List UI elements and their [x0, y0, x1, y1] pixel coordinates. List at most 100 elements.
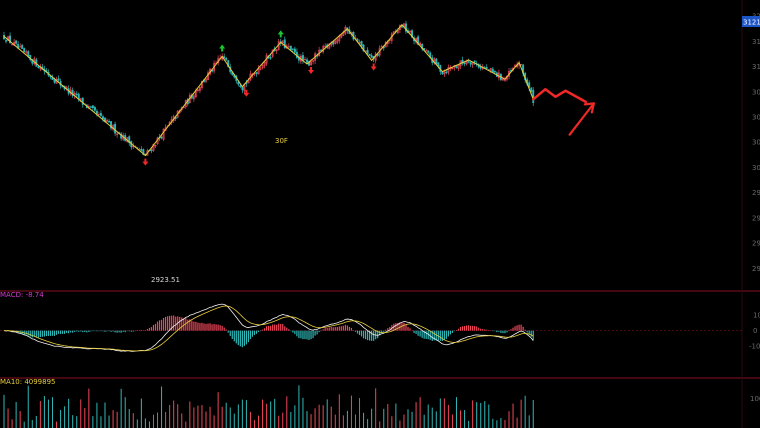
macd-histogram-bar	[100, 330, 102, 332]
candle-body	[310, 61, 312, 66]
candle-body	[110, 121, 113, 129]
macd-histogram-bar	[169, 315, 171, 331]
macd-histogram-bar	[463, 326, 466, 331]
macd-histogram-bar	[336, 326, 338, 331]
macd-histogram-bar	[57, 330, 60, 334]
macd-histogram-bar	[433, 330, 435, 341]
macd-histogram-bar	[165, 316, 167, 331]
candle-body	[106, 119, 108, 122]
macd-histogram-bar	[510, 329, 512, 331]
candle-body	[11, 43, 14, 46]
macd-histogram-bar	[257, 330, 260, 332]
macd-histogram-bar	[199, 323, 201, 331]
candle-body	[358, 42, 361, 44]
candle-body	[425, 50, 428, 52]
candle-body	[324, 45, 327, 48]
macd-histogram-bar	[268, 325, 270, 331]
candle-body	[140, 148, 143, 151]
macd-histogram-bar	[439, 330, 441, 341]
candle-body	[128, 136, 131, 144]
macd-histogram-bar	[167, 316, 169, 331]
macd-histogram-bar	[102, 330, 104, 332]
macd-histogram-bar	[488, 330, 490, 331]
macd-histogram-bar	[191, 320, 193, 331]
macd-histogram-bar	[221, 325, 223, 331]
macd-histogram-bar	[217, 324, 219, 331]
candle-body	[465, 61, 468, 65]
macd-histogram-bar	[314, 330, 316, 336]
macd-histogram-bar	[94, 330, 96, 332]
macd-histogram-bar	[461, 326, 464, 331]
macd-histogram-bar	[300, 330, 302, 339]
macd-histogram-bar	[154, 323, 157, 331]
candle-body	[289, 45, 292, 51]
macd-histogram-bar	[326, 328, 328, 331]
candle-body	[306, 59, 308, 63]
candle-body	[192, 95, 195, 100]
macd-histogram-bar	[219, 325, 221, 331]
candle-body	[27, 51, 30, 57]
candle-body	[368, 53, 371, 56]
up-arrow-icon	[219, 44, 226, 52]
candle-body	[281, 40, 284, 44]
macd-histogram-bar	[43, 330, 45, 337]
candlesticks	[3, 20, 535, 156]
down-arrow-icon	[142, 158, 149, 166]
zigzag-line	[3, 23, 534, 157]
price-axis-tick: 29	[752, 265, 760, 273]
candle-body	[293, 48, 296, 53]
candle-body	[21, 45, 24, 49]
macd-histogram-bar	[266, 326, 268, 331]
macd-histogram-bar	[255, 330, 258, 334]
candle-body	[336, 39, 339, 43]
macd-histogram-bar	[160, 319, 163, 331]
macd-histogram-bar	[490, 330, 492, 331]
macd-histogram-bar	[225, 329, 227, 331]
volume-bars	[3, 385, 534, 428]
candle-body	[97, 114, 100, 116]
candle-body	[162, 129, 165, 140]
macd-histogram-bar	[142, 330, 144, 331]
macd-histogram-bar	[179, 316, 181, 331]
macd-axis-tick: 0	[753, 327, 757, 335]
macd-histogram-bar	[455, 330, 458, 331]
candle-body	[530, 87, 533, 92]
candle-body	[419, 42, 422, 46]
macd-histogram-bar	[233, 330, 235, 342]
macd-histogram-bar	[173, 315, 175, 331]
macd-histogram-bar	[356, 330, 359, 334]
macd-histogram-bar	[484, 329, 486, 331]
macd-histogram-bar	[338, 326, 340, 331]
down-arrow-icon	[243, 89, 250, 97]
macd-histogram-bar	[350, 327, 353, 331]
candle-body	[150, 149, 153, 151]
macd-histogram-bar	[108, 330, 110, 332]
macd-histogram-bar	[98, 330, 100, 332]
macd-histogram-bar	[74, 330, 76, 332]
macd-histogram-bar	[114, 330, 116, 333]
macd-histogram-bar	[122, 330, 124, 332]
candle-body	[437, 62, 440, 66]
candle-body	[447, 67, 450, 73]
macd-histogram-bar	[45, 330, 48, 337]
macd-histogram-bar	[120, 330, 122, 333]
macd-histogram-bar	[415, 330, 417, 334]
candle-body	[463, 62, 466, 64]
macd-histogram-bar	[270, 325, 272, 331]
macd-histogram-bar	[78, 330, 80, 332]
macd-histogram-bar	[261, 329, 264, 331]
macd-histogram-bar	[110, 330, 112, 332]
candle-body	[9, 35, 12, 44]
macd-histogram-bar	[344, 324, 346, 331]
macd-histogram-bar	[284, 326, 286, 331]
price-axis-tick: 31	[752, 63, 760, 71]
macd-lines	[3, 303, 534, 352]
macd-histogram-bar	[421, 330, 423, 338]
macd-histogram-bar	[435, 330, 437, 341]
macd-histogram-bar	[324, 328, 326, 331]
macd-histogram-bar	[348, 326, 351, 331]
candle-body	[366, 49, 369, 55]
macd-histogram-bar	[486, 329, 488, 331]
macd-histogram-bar	[116, 330, 118, 333]
